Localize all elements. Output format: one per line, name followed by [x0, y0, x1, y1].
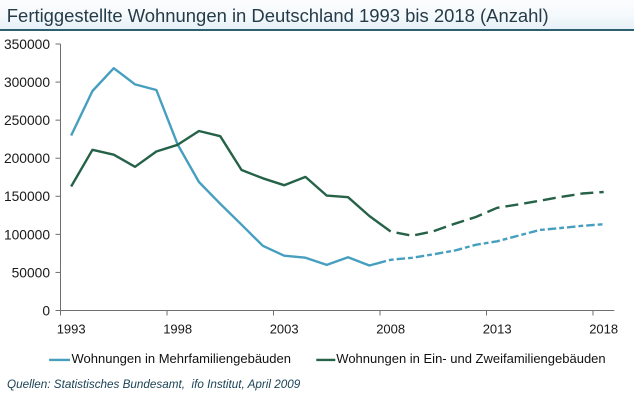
svg-text:100000: 100000	[4, 227, 50, 242]
svg-text:350000: 350000	[4, 37, 50, 52]
svg-text:1993: 1993	[57, 322, 86, 337]
svg-text:200000: 200000	[4, 151, 50, 166]
svg-text:2008: 2008	[376, 322, 405, 337]
svg-text:2013: 2013	[483, 322, 512, 337]
svg-text:150000: 150000	[4, 189, 50, 204]
svg-text:250000: 250000	[4, 113, 50, 128]
svg-text:2003: 2003	[270, 322, 299, 337]
svg-text:50000: 50000	[12, 265, 51, 280]
svg-text:2018: 2018	[589, 322, 618, 337]
svg-text:0: 0	[42, 303, 50, 318]
svg-text:1998: 1998	[163, 322, 192, 337]
svg-text:300000: 300000	[4, 75, 50, 90]
